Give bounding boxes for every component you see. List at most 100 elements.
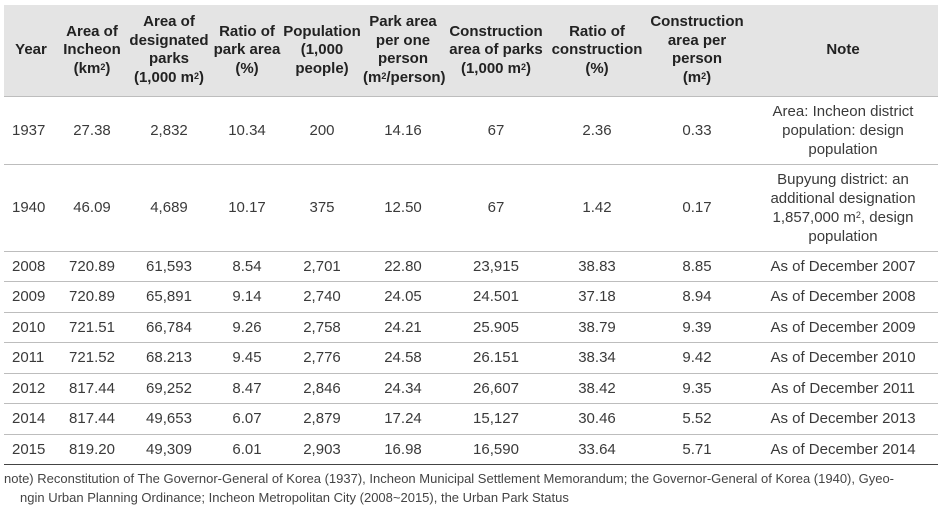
footnote-line-2: ngin Urban Planning Ordinance; Incheon M…	[20, 490, 569, 505]
cell-population: 2,701	[282, 251, 362, 282]
header-area: Area of Incheon (km2)	[58, 5, 126, 97]
cell-note: As of December 2011	[748, 373, 938, 404]
header-construction_area-line: area of parks	[449, 41, 543, 58]
cell-construction_per_person: 5.71	[646, 434, 748, 465]
header-designated-line: parks	[148, 50, 190, 68]
cell-ratio_construction: 38.34	[548, 342, 646, 374]
cell-ratio_construction: 37.18	[548, 281, 646, 313]
header-area-line: Incheon	[63, 41, 121, 58]
header-ratio_park-line: park area	[213, 41, 281, 58]
header-note-line: Note	[826, 41, 860, 58]
header-park_per_person: Park area per one person (m2/person)	[362, 5, 446, 97]
note-line: As of December 2008	[770, 288, 916, 306]
cell-area: 819.20	[58, 434, 126, 465]
cell-area: 721.52	[58, 342, 126, 374]
note-line: additional designation	[770, 189, 916, 207]
header-park_per_person-line: (m2/person)	[363, 68, 446, 86]
cell-note: As of December 2007	[748, 251, 938, 282]
cell-construction_area: 25.905	[444, 312, 548, 343]
cell-construction_per_person: 0.33	[646, 96, 748, 165]
header-area-line: (km2)	[73, 59, 111, 77]
cell-population: 2,903	[282, 434, 362, 465]
cell-note: Area: Incheon district population: design…	[748, 96, 938, 165]
cell-note: Bupyung district: an additional designati…	[748, 164, 938, 252]
header-park_per_person-line: person	[377, 50, 428, 68]
cell-ratio_construction: 1.42	[548, 164, 646, 252]
header-ratio_construction-line: (%)	[585, 59, 609, 77]
cell-construction_per_person: 5.52	[646, 403, 748, 435]
cell-designated: 49,653	[126, 403, 212, 435]
cell-note: As of December 2008	[748, 281, 938, 313]
cell-designated: 4,689	[126, 164, 212, 252]
cell-ratio_park: 10.34	[212, 96, 282, 165]
note-line: As of December 2007	[770, 257, 916, 275]
park-statistics-table: Year Area of Incheon (km2) Area of designated…	[4, 5, 938, 465]
header-population-line: Population	[283, 22, 361, 40]
cell-construction_per_person: 9.39	[646, 312, 748, 343]
table-row: 2014 817.44 49,653 6.07 2,879 17.24 15,127 30.4…	[4, 403, 938, 435]
header-ratio_construction: Ratio of construction (%)	[548, 5, 646, 97]
cell-population: 2,776	[282, 342, 362, 374]
cell-ratio_park: 6.01	[212, 434, 282, 465]
cell-designated: 68.213	[126, 342, 212, 374]
cell-park_per_person: 16.98	[362, 434, 444, 465]
cell-population: 2,879	[282, 403, 362, 435]
note-line: As of December 2009	[770, 318, 916, 336]
header-designated-line: Area of	[143, 13, 195, 31]
note-line: As of December 2014	[770, 440, 916, 458]
cell-area: 720.89	[58, 251, 126, 282]
header-row: Year Area of Incheon (km2) Area of designated…	[4, 5, 938, 97]
cell-area: 27.38	[58, 96, 126, 165]
cell-designated: 65,891	[126, 281, 212, 313]
cell-construction_area: 23,915	[444, 251, 548, 282]
cell-ratio_construction: 2.36	[548, 96, 646, 165]
cell-designated: 61,593	[126, 251, 212, 282]
cell-ratio_construction: 38.83	[548, 251, 646, 282]
cell-note: As of December 2013	[748, 403, 938, 435]
header-year-line: Year	[15, 41, 47, 58]
table-row: 1937 27.38 2,832 10.34 200 14.16 67 2.36 0.33 Are…	[4, 96, 938, 165]
note-line: population: design	[782, 121, 904, 139]
cell-area: 721.51	[58, 312, 126, 343]
cell-year: 2009	[4, 281, 58, 313]
header-designated-line: designated	[129, 31, 209, 49]
header-park_per_person-line: per one	[375, 31, 431, 49]
cell-area: 817.44	[58, 373, 126, 404]
header-designated-line: (1,000 m2)	[133, 68, 205, 86]
table-row: 2011 721.52 68.213 9.45 2,776 24.58 26.151 38.3…	[4, 342, 938, 374]
note-line: As of December 2010	[770, 349, 916, 367]
cell-construction_area: 26.151	[444, 342, 548, 374]
header-ratio_construction-line: Ratio of	[569, 22, 625, 40]
cell-construction_area: 67	[444, 96, 548, 165]
header-construction_per_person-line: area per	[667, 31, 727, 49]
cell-construction_per_person: 9.42	[646, 342, 748, 374]
cell-ratio_park: 9.45	[212, 342, 282, 374]
header-construction_area-line: Construction	[449, 22, 543, 40]
cell-year: 1937	[4, 96, 58, 165]
header-construction_per_person-line: (m2)	[682, 68, 712, 86]
note-line: 1,857,000 m2, design	[772, 208, 914, 226]
cell-ratio_park: 6.07	[212, 403, 282, 435]
header-construction_per_person: Construction area per person (m2)	[646, 5, 748, 97]
note-line: population	[808, 227, 878, 245]
cell-year: 2010	[4, 312, 58, 343]
header-population: Population (1,000 people)	[282, 5, 362, 97]
cell-construction_area: 24.501	[444, 281, 548, 313]
table-row: 2010 721.51 66,784 9.26 2,758 24.21 25.905 38.7…	[4, 312, 938, 343]
cell-area: 817.44	[58, 403, 126, 435]
header-population-line: people)	[295, 59, 349, 77]
header-construction_area-line: (1,000 m2)	[460, 59, 532, 77]
cell-park_per_person: 22.80	[362, 251, 444, 282]
cell-park_per_person: 24.05	[362, 281, 444, 313]
header-area-line: Area of	[66, 22, 118, 40]
cell-ratio_park: 8.47	[212, 373, 282, 404]
header-population-line: (1,000	[300, 41, 344, 58]
table-row: 1940 46.09 4,689 10.17 375 12.50 67 1.42 0.17 Bup…	[4, 164, 938, 252]
cell-designated: 69,252	[126, 373, 212, 404]
cell-area: 46.09	[58, 164, 126, 252]
cell-construction_per_person: 0.17	[646, 164, 748, 252]
cell-park_per_person: 14.16	[362, 96, 444, 165]
cell-note: As of December 2010	[748, 342, 938, 374]
footnote: note) Reconstitution of The Governor-Gen…	[4, 469, 938, 507]
cell-ratio_construction: 38.79	[548, 312, 646, 343]
